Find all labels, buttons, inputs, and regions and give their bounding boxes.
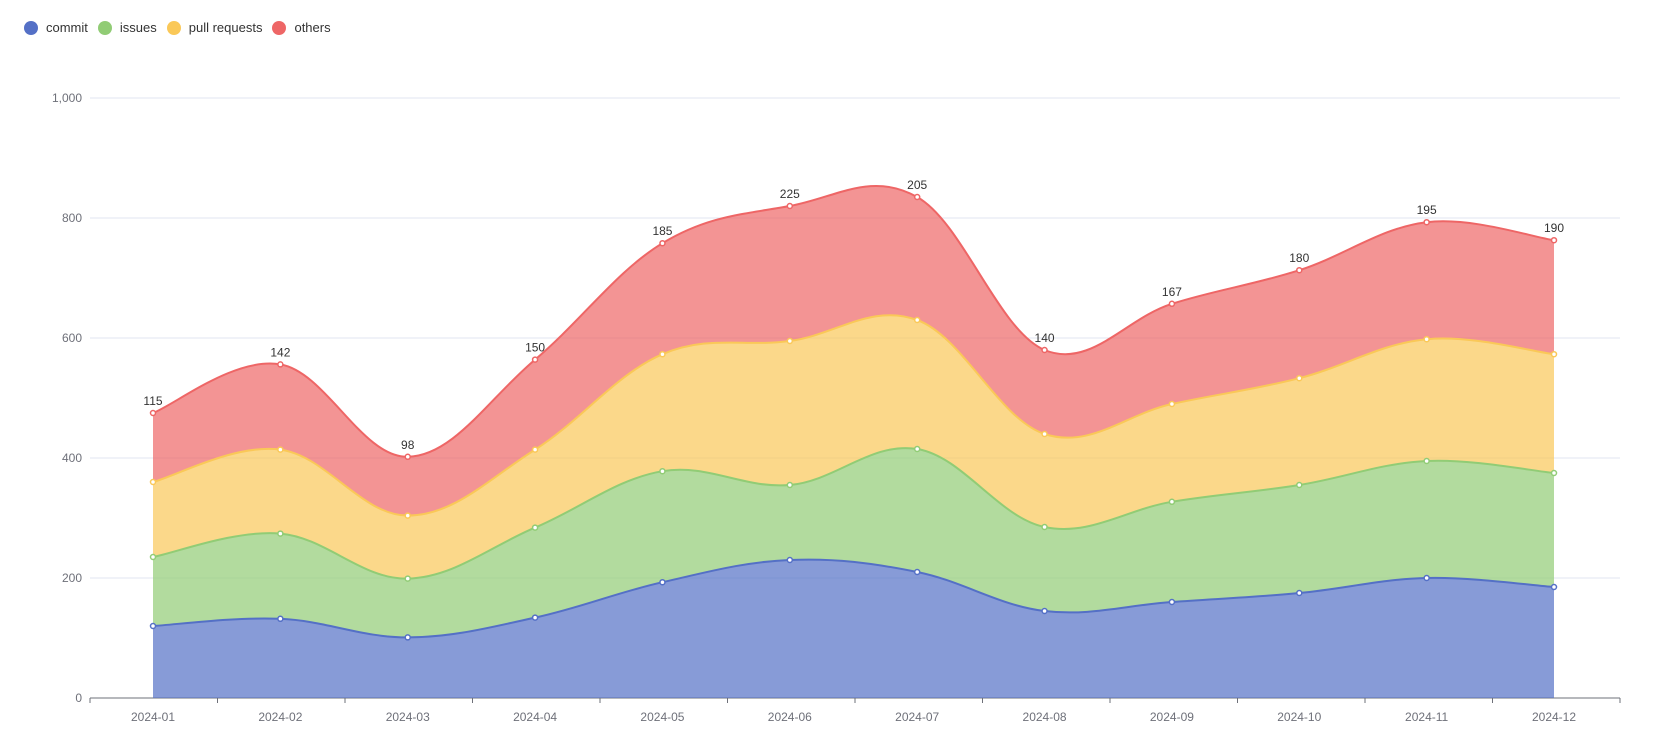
data-label-others: 190 [1544, 221, 1564, 235]
data-label-others: 167 [1162, 285, 1182, 299]
point-others [1297, 268, 1302, 273]
data-label-others: 205 [907, 178, 927, 192]
point-others [1552, 238, 1557, 243]
data-label-others: 140 [1035, 331, 1055, 345]
point-commit [278, 616, 283, 621]
point-pull-requests [1424, 337, 1429, 342]
point-commit [787, 558, 792, 563]
point-others [1424, 220, 1429, 225]
point-issues [278, 531, 283, 536]
data-label-others: 185 [652, 224, 672, 238]
point-pull-requests [1169, 402, 1174, 407]
point-pull-requests [915, 318, 920, 323]
point-pull-requests [660, 352, 665, 357]
y-tick-label: 200 [62, 571, 82, 585]
x-tick-label: 2024-01 [131, 710, 175, 724]
point-pull-requests [533, 447, 538, 452]
y-tick-label: 800 [62, 211, 82, 225]
point-pull-requests [1297, 376, 1302, 381]
x-tick-label: 2024-07 [895, 710, 939, 724]
data-label-others: 142 [270, 345, 290, 359]
point-commit [660, 580, 665, 585]
point-pull-requests [405, 513, 410, 518]
point-others [405, 454, 410, 459]
point-issues [1297, 483, 1302, 488]
x-tick-label: 2024-03 [386, 710, 430, 724]
point-pull-requests [278, 447, 283, 452]
x-tick-label: 2024-02 [258, 710, 302, 724]
data-label-others: 98 [401, 438, 415, 452]
data-label-others: 115 [143, 394, 162, 408]
y-tick-label: 600 [62, 331, 82, 345]
point-others [151, 411, 156, 416]
y-tick-label: 400 [62, 451, 82, 465]
point-commit [1042, 609, 1047, 614]
x-tick-label: 2024-12 [1532, 710, 1576, 724]
point-others [915, 195, 920, 200]
point-pull-requests [1042, 432, 1047, 437]
x-tick-label: 2024-11 [1405, 710, 1448, 724]
point-issues [533, 525, 538, 530]
point-commit [533, 615, 538, 620]
data-label-others: 180 [1289, 251, 1309, 265]
point-issues [1169, 499, 1174, 504]
x-tick-label: 2024-08 [1023, 710, 1067, 724]
point-issues [1552, 471, 1557, 476]
point-commit [1424, 576, 1429, 581]
y-tick-label: 1,000 [52, 91, 82, 105]
x-tick-label: 2024-04 [513, 710, 557, 724]
point-commit [1552, 585, 1557, 590]
data-label-others: 225 [780, 187, 800, 201]
point-commit [405, 635, 410, 640]
point-issues [915, 447, 920, 452]
x-tick-label: 2024-09 [1150, 710, 1194, 724]
point-issues [1042, 525, 1047, 530]
point-issues [1424, 459, 1429, 464]
data-label-others: 150 [525, 341, 545, 355]
point-pull-requests [787, 339, 792, 344]
point-issues [405, 576, 410, 581]
point-commit [915, 570, 920, 575]
point-commit [1169, 600, 1174, 605]
x-tick-label: 2024-10 [1277, 710, 1321, 724]
point-others [787, 204, 792, 209]
point-others [1042, 348, 1047, 353]
point-issues [660, 469, 665, 474]
x-tick-label: 2024-06 [768, 710, 812, 724]
point-commit [1297, 591, 1302, 596]
point-others [533, 357, 538, 362]
point-others [1169, 301, 1174, 306]
point-others [660, 241, 665, 246]
point-pull-requests [151, 480, 156, 485]
point-others [278, 362, 283, 367]
x-tick-label: 2024-05 [640, 710, 684, 724]
point-issues [787, 483, 792, 488]
point-issues [151, 555, 156, 560]
y-tick-label: 0 [75, 691, 82, 705]
data-label-others: 195 [1417, 203, 1437, 217]
point-pull-requests [1552, 352, 1557, 357]
point-commit [151, 624, 156, 629]
